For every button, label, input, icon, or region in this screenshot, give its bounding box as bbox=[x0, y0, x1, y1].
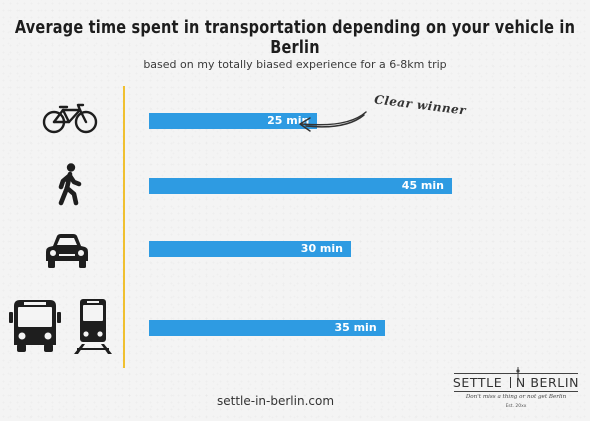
chart-title: Average time spent in transportation dep… bbox=[14, 18, 576, 58]
bicycle-icon bbox=[42, 103, 98, 134]
logo-tagline: Don't miss a thing or not get Berlin bbox=[465, 394, 567, 400]
bar-value-label: 35 min bbox=[334, 321, 377, 334]
bus-and-tram-icon bbox=[9, 299, 112, 354]
logo-name: Settle n Berlin bbox=[452, 375, 580, 390]
brand-logo: Settle n Berlin Don't miss a thing or no… bbox=[452, 367, 580, 413]
chart-bar: 35 min bbox=[149, 320, 385, 336]
annotation-text: Clear winner bbox=[373, 92, 467, 118]
annotation-arrow-icon bbox=[299, 111, 367, 132]
logo-est: Est. 20xx bbox=[505, 404, 527, 409]
y-axis-line bbox=[123, 86, 125, 368]
bar-value-label: 45 min bbox=[401, 179, 444, 192]
logo-rule-top bbox=[454, 373, 578, 374]
bar-value-label: 25 min bbox=[267, 114, 310, 127]
chart-bar: 45 min bbox=[149, 178, 452, 194]
walking-icon bbox=[58, 163, 82, 206]
chart-bar: 30 min bbox=[149, 241, 351, 257]
logo-rule-bottom bbox=[454, 391, 578, 392]
chart-bar: 25 min bbox=[149, 113, 318, 129]
footer-url[interactable]: settle-in-berlin.com bbox=[217, 394, 335, 408]
chart-subtitle: based on my totally biased experience fo… bbox=[143, 58, 447, 71]
car-icon bbox=[46, 234, 88, 268]
bar-value-label: 30 min bbox=[300, 242, 343, 255]
